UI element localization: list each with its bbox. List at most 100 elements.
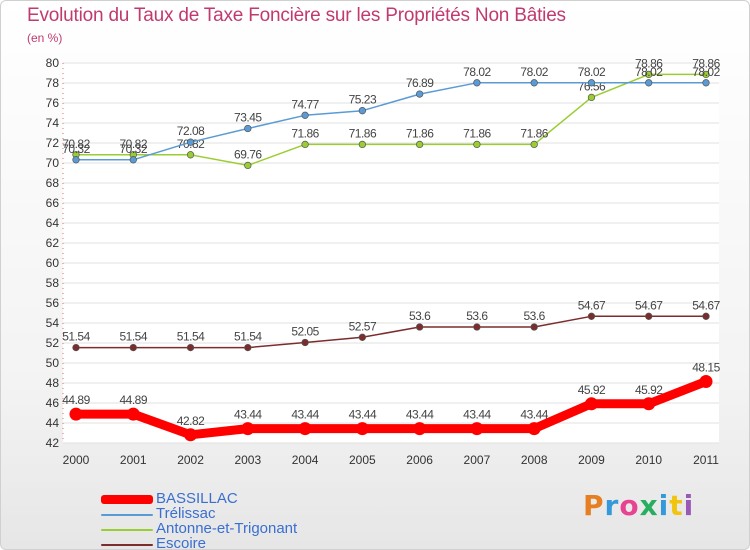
- data-label: 76.89: [406, 76, 434, 90]
- data-label: 70.32: [62, 142, 90, 156]
- data-label: 52.57: [349, 319, 377, 333]
- x-tick-label: 2008: [521, 453, 548, 467]
- data-point: [473, 323, 481, 331]
- y-tick-label: 56: [46, 296, 60, 310]
- y-tick-label: 68: [46, 176, 60, 190]
- data-label: 53.6: [466, 309, 488, 323]
- y-tick-label: 76: [46, 96, 60, 110]
- data-point: [413, 422, 427, 436]
- y-tick-label: 58: [46, 276, 60, 290]
- data-point: [129, 343, 137, 352]
- data-point: [244, 161, 252, 170]
- data-label: 70.32: [120, 142, 148, 156]
- data-label: 71.86: [349, 126, 377, 140]
- proxiti-logo: Proxiti: [583, 489, 694, 522]
- data-point: [72, 156, 80, 164]
- data-label: 52.05: [291, 325, 319, 339]
- series-0: 44.89 44.89 42.82 43.44 43.44 43.44 43.44 43.44…: [62, 361, 721, 442]
- plot-area: [63, 63, 719, 443]
- chart-title: Evolution du Taux de Taxe Foncière sur l…: [27, 5, 566, 26]
- y-tick-label: 48: [46, 376, 60, 390]
- y-tick-label: 62: [46, 236, 60, 250]
- data-point: [530, 323, 538, 331]
- data-point: [298, 422, 312, 436]
- data-point: [244, 124, 252, 133]
- data-point: [415, 323, 424, 331]
- y-tick-label: 74: [46, 116, 60, 130]
- axes: 42 44 46 48 50 52 54 56 58 60 62 64 66 68 70 72 74 76 78 80…: [46, 56, 720, 467]
- logo-letter: P: [583, 489, 605, 522]
- data-label: 71.86: [520, 126, 548, 140]
- y-tick-label: 54: [46, 316, 60, 330]
- data-label: 78.02: [692, 65, 720, 79]
- legend-swatch: [101, 544, 153, 546]
- y-tick-label: 52: [46, 336, 60, 350]
- series-line: [75, 73, 707, 167]
- data-point: [184, 428, 198, 442]
- data-label: 78.86: [692, 56, 720, 70]
- data-point: [702, 70, 710, 79]
- data-point: [358, 140, 367, 149]
- data-point: [126, 407, 140, 421]
- data-point: [699, 375, 713, 388]
- data-point: [642, 397, 656, 411]
- logo-letter: o: [619, 489, 640, 522]
- data-point: [473, 79, 481, 87]
- x-tick-label: 2007: [464, 453, 491, 467]
- y-tick-label: 72: [46, 136, 60, 150]
- data-point: [69, 407, 83, 421]
- data-point: [186, 151, 195, 159]
- data-point: [645, 312, 653, 320]
- data-label: 71.86: [406, 126, 434, 140]
- data-point: [301, 140, 309, 149]
- grid-lines: [63, 62, 719, 444]
- data-point: [415, 140, 424, 149]
- data-label: 44.89: [62, 393, 90, 407]
- x-tick-label: 2003: [234, 453, 261, 467]
- data-label: 51.54: [234, 330, 262, 344]
- data-label: 78.02: [463, 65, 491, 79]
- legend-swatch: [101, 529, 153, 531]
- logo-letter: r: [604, 489, 620, 522]
- data-label: 48.15: [692, 361, 720, 375]
- y-tick-label: 70: [46, 156, 60, 170]
- data-label: 69.76: [234, 147, 262, 161]
- data-point: [584, 397, 598, 411]
- x-tick-label: 2002: [177, 453, 204, 467]
- data-point: [530, 79, 538, 87]
- data-label: 71.86: [291, 126, 319, 140]
- data-point: [702, 312, 710, 320]
- data-label: 43.44: [349, 408, 377, 422]
- data-point: [702, 79, 710, 87]
- data-label: 51.54: [120, 330, 148, 344]
- data-point: [355, 422, 369, 436]
- data-label: 53.6: [409, 309, 431, 323]
- x-tick-label: 2011: [693, 453, 719, 467]
- data-label: 43.44: [406, 408, 434, 422]
- data-point: [186, 138, 195, 146]
- y-tick-label: 50: [46, 356, 60, 370]
- data-label: 78.02: [578, 65, 606, 79]
- chart-subtitle: (en %): [27, 31, 63, 45]
- data-point: [587, 79, 596, 87]
- data-point: [415, 90, 424, 98]
- data-label: 71.86: [463, 126, 491, 140]
- data-label: 44.89: [120, 393, 148, 407]
- data-label: 70.82: [62, 137, 90, 151]
- data-label: 51.54: [177, 330, 205, 344]
- data-label: 43.44: [234, 408, 262, 422]
- data-label: 43.44: [291, 408, 319, 422]
- series-group: 51.54 51.54 51.54 51.54 52.05 52.57 53.6 53.6 53…: [62, 56, 721, 442]
- data-label: 78.86: [635, 56, 663, 70]
- y-tick-label: 60: [46, 256, 60, 270]
- data-label: 74.77: [291, 97, 319, 111]
- data-label: 45.92: [635, 383, 663, 397]
- legend-label: Trélissac: [156, 505, 216, 522]
- y-tick-label: 44: [46, 416, 60, 430]
- data-label: 43.44: [463, 408, 491, 422]
- data-point: [645, 70, 653, 79]
- data-point: [301, 111, 309, 119]
- data-label: 42.82: [177, 414, 205, 428]
